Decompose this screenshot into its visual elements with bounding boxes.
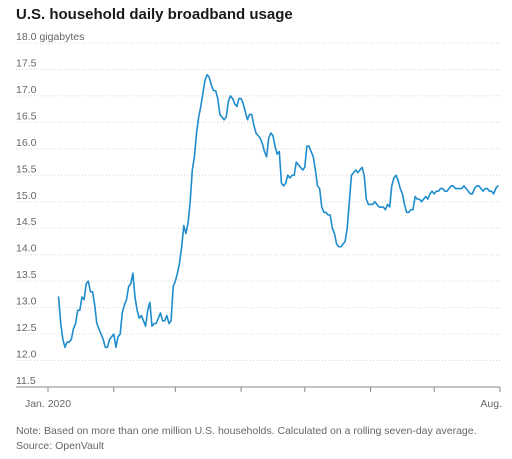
y-tick-label: 14.0: [16, 243, 37, 255]
y-tick-label: 16.0: [16, 137, 37, 149]
y-tick-label: 17.5: [16, 57, 37, 69]
y-tick-label: 14.5: [16, 216, 37, 228]
y-tick-label: 12.5: [16, 322, 37, 334]
y-tick-label: 18.0 gigabytes: [16, 31, 84, 43]
y-unit-label: gigabytes: [39, 31, 84, 43]
grid-lines: [16, 42, 500, 362]
y-tick-label: 15.5: [16, 163, 37, 175]
x-axis: Jan. 2020 Aug.: [16, 386, 502, 410]
chart-note: Note: Based on more than one million U.S…: [16, 425, 477, 437]
series-lines: [57, 73, 499, 349]
series-line: [57, 73, 499, 349]
y-tick-label: 13.5: [16, 269, 37, 281]
y-axis-ticks: 11.5 12.0 12.5 13.0 13.5 14.0 14.5 15.0 15.5 16.0…: [16, 31, 84, 387]
y-tick-label: 12.0: [16, 349, 37, 361]
y-tick-label: 15.0: [16, 190, 37, 202]
y-tick-label: 13.0: [16, 296, 37, 308]
x-tick-label: Aug.: [480, 398, 502, 410]
chart-title: U.S. household daily broadband usage: [16, 6, 293, 23]
chart-plot: 11.5 12.0 12.5 13.0 13.5 14.0 14.5 15.0 15.5 16.0…: [16, 31, 502, 410]
y-tick-label: 16.5: [16, 110, 37, 122]
y-tick-label: 17.0: [16, 84, 37, 96]
x-tick-label: Jan. 2020: [25, 398, 71, 410]
chart-source: Source: OpenVault: [16, 440, 104, 452]
y-tick-label: 11.5: [16, 375, 36, 387]
